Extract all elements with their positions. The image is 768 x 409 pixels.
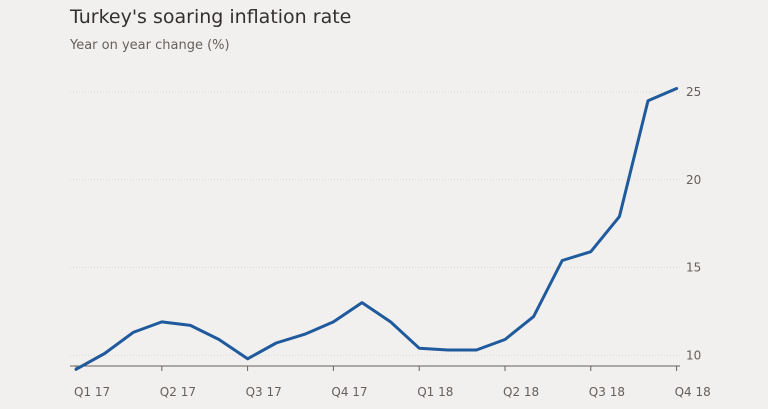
x-tick-label: Q2 17 (160, 385, 196, 399)
y-tick-label: 20 (686, 173, 701, 187)
x-tick-label: Q1 18 (417, 385, 453, 399)
y-tick-label: 10 (686, 348, 701, 362)
x-tick-label: Q4 17 (331, 385, 367, 399)
x-tick-label: Q3 17 (246, 385, 282, 399)
chart-title: Turkey's soaring inflation rate (70, 6, 352, 28)
y-tick-label: 25 (686, 85, 701, 99)
series-line (74, 87, 679, 371)
x-tick-label: Q3 18 (589, 385, 625, 399)
chart-subtitle: Year on year change (%) (70, 38, 230, 53)
x-tick-label: Q1 17 (74, 385, 110, 399)
y-tick-label: 15 (686, 261, 701, 275)
x-tick-label: Q4 18 (675, 385, 711, 399)
x-tick-label: Q2 18 (503, 385, 539, 399)
